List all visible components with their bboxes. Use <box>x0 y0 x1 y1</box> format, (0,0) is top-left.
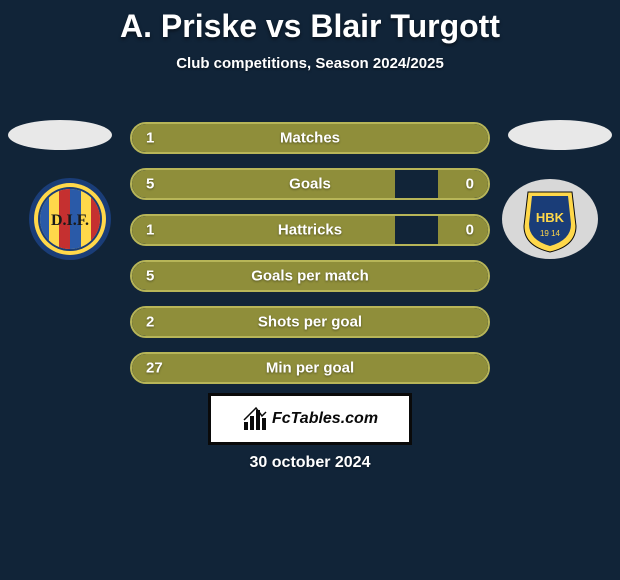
dif-crest: D.I.F. <box>20 178 120 261</box>
player-silhouette-right <box>508 120 612 150</box>
stat-label: Min per goal <box>266 360 354 377</box>
stat-fill-left <box>132 170 395 198</box>
svg-text:19 14: 19 14 <box>540 229 561 238</box>
stat-row: 5 0 Goals <box>130 168 490 200</box>
hbk-crest: HBK 19 14 <box>500 178 600 261</box>
stat-row: 1 Matches <box>130 122 490 154</box>
badge-text: FcTables.com <box>272 410 378 428</box>
crest-text-right: HBK <box>536 210 565 225</box>
stat-label: Shots per goal <box>258 314 362 331</box>
crest-text-left: D.I.F. <box>51 212 89 229</box>
stat-value-left: 2 <box>146 314 154 331</box>
stats-container: 1 Matches 5 0 Goals 1 0 Hattricks 5 Goals per mat… <box>130 122 490 384</box>
stat-fill-left <box>132 216 395 244</box>
stat-value-left: 5 <box>146 268 154 285</box>
stat-label: Hattricks <box>278 222 342 239</box>
stat-row: 2 Shots per goal <box>130 306 490 338</box>
stat-value-left: 27 <box>146 360 163 377</box>
fctables-badge[interactable]: FcTables.com <box>208 393 412 445</box>
stat-value-left: 1 <box>146 222 154 239</box>
stat-row: 27 Min per goal <box>130 352 490 384</box>
stat-fill-right <box>438 216 488 244</box>
date-label: 30 october 2024 <box>250 454 371 472</box>
page-subtitle: Club competitions, Season 2024/2025 <box>0 55 620 72</box>
page-title: A. Priske vs Blair Turgott <box>0 0 620 45</box>
stat-row: 1 0 Hattricks <box>130 214 490 246</box>
player-silhouette-left <box>8 120 112 150</box>
fctables-logo-icon <box>242 406 268 432</box>
stat-value-left: 5 <box>146 176 154 193</box>
stat-label: Goals <box>289 176 331 193</box>
stat-value-right: 0 <box>466 176 474 193</box>
stat-value-left: 1 <box>146 130 154 147</box>
stat-label: Goals per match <box>251 268 369 285</box>
stat-value-right: 0 <box>466 222 474 239</box>
stat-row: 5 Goals per match <box>130 260 490 292</box>
stat-label: Matches <box>280 130 340 147</box>
stat-fill-right <box>438 170 488 198</box>
